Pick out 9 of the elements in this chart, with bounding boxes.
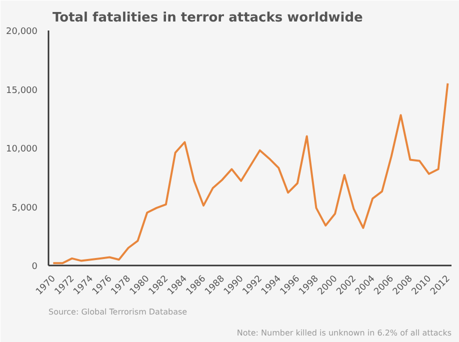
text: Note: Number killed is unknown in 6.2% of all attacks bbox=[236, 328, 452, 338]
y-tick-label: 5,000 bbox=[12, 203, 38, 214]
y-tick-label: 0 bbox=[32, 262, 38, 272]
y-tick-label: 20,000 bbox=[6, 27, 38, 37]
source-note: Source: Global Terrorism Database bbox=[48, 308, 188, 316]
line-series bbox=[52, 82, 449, 264]
chart-title: Total fatalities in terror attacks worldwide bbox=[52, 10, 364, 26]
y-tick-label: 15,000 bbox=[6, 86, 38, 96]
y-tick-label: 10,000 bbox=[6, 144, 38, 154]
